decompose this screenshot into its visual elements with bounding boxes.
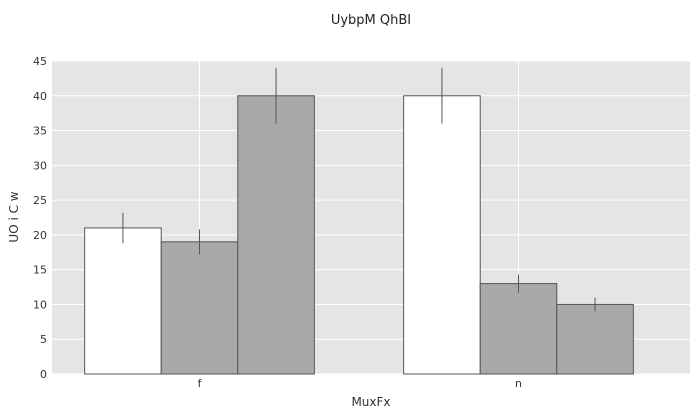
y-tick-label: 0: [40, 368, 47, 381]
y-tick-label: 25: [33, 194, 47, 207]
bar: [160, 241, 239, 375]
x-tick-label: f: [198, 377, 203, 390]
chart-title: UybpM QhBI: [331, 13, 411, 28]
bar: [237, 95, 315, 375]
y-tick-label: 45: [33, 55, 47, 68]
y-tick-label: 40: [33, 90, 47, 103]
x-axis-label: MuxFx: [351, 395, 390, 409]
y-tick-label: 20: [33, 229, 47, 242]
error-bars: [122, 67, 596, 312]
bars: [84, 95, 634, 375]
y-axis-ticks: 0 5 10 15 20 25 30 35 40 45: [33, 55, 47, 381]
bar: [479, 283, 558, 375]
y-tick-label: 15: [33, 264, 47, 277]
bar: [403, 95, 481, 375]
bar: [556, 303, 634, 375]
y-tick-label: 30: [33, 159, 47, 172]
y-axis-label: UO i C w: [7, 191, 21, 242]
bar: [84, 227, 162, 375]
x-tick-label: n: [515, 377, 522, 390]
y-tick-label: 35: [33, 125, 47, 138]
y-tick-label: 5: [40, 333, 47, 346]
y-tick-label: 10: [33, 298, 47, 311]
